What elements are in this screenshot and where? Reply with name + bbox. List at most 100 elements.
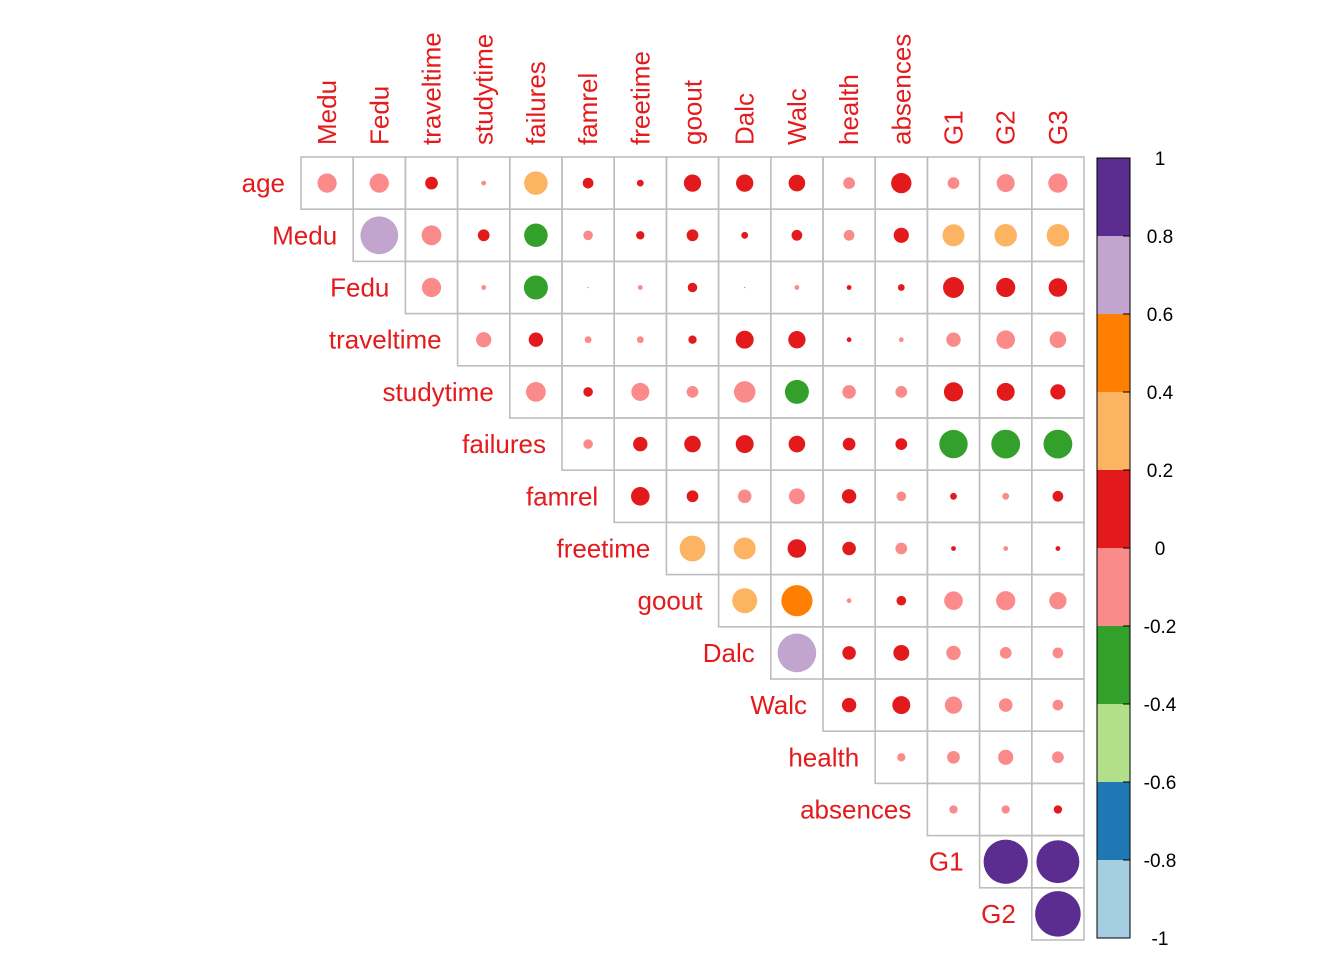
corr-circle-traveltime-freetime	[636, 336, 644, 344]
corr-circle-Fedu-famrel	[587, 286, 589, 289]
corr-circle-goout-Dalc	[732, 588, 758, 614]
corr-circle-goout-Walc	[781, 585, 813, 617]
corr-circle-absences-G3	[1053, 805, 1063, 814]
row-label-Dalc: Dalc	[703, 638, 755, 668]
corr-circle-famrel-G2	[1002, 492, 1010, 500]
corr-circle-traveltime-G2	[996, 330, 1015, 349]
corr-circle-failures-Walc	[788, 435, 806, 453]
corr-circle-age-goout	[683, 174, 702, 192]
row-label-goout: goout	[638, 586, 704, 616]
corr-circle-failures-G3	[1043, 429, 1073, 459]
colorbar-tick-label: -0.8	[1144, 851, 1177, 872]
corr-circle-absences-G2	[1001, 805, 1010, 814]
corr-circle-Dalc-Walc	[777, 633, 817, 673]
corr-circle-Fedu-absences	[897, 284, 905, 291]
row-labels: age Medu Fedu traveltime studytime failures fa…	[242, 168, 1016, 929]
corr-circle-Medu-freetime	[636, 231, 645, 240]
corr-circle-age-G2	[996, 174, 1015, 193]
corr-circle-studytime-freetime	[631, 382, 650, 401]
corr-circle-freetime-Walc	[787, 539, 807, 558]
corr-circle-failures-absences	[895, 438, 908, 450]
column-labels: Medu Fedu traveltime studytime failures famre…	[312, 32, 1073, 145]
corr-circle-studytime-health	[842, 385, 856, 399]
corr-circle-Fedu-Walc	[794, 285, 800, 290]
corr-circle-Dalc-G3	[1052, 647, 1064, 659]
corr-circle-goout-health	[846, 598, 852, 604]
col-label-famrel: famrel	[573, 73, 603, 145]
corr-circle-health-absences	[897, 753, 906, 762]
col-label-failures: failures	[521, 61, 551, 145]
colorbar-bin	[1097, 782, 1130, 861]
cell-G2-G3	[1031, 886, 1085, 941]
col-label-Walc: Walc	[782, 88, 812, 145]
corr-circle-failures-goout	[684, 435, 701, 453]
corr-circle-age-Walc	[788, 174, 806, 192]
corr-circle-freetime-G2	[1003, 546, 1009, 551]
corr-circle-freetime-goout	[679, 535, 706, 562]
colorbar-tick-label: 1	[1155, 149, 1166, 170]
corr-circle-Medu-G1	[942, 224, 965, 247]
col-label-G3: G3	[1043, 110, 1073, 145]
corr-circle-failures-Dalc	[735, 435, 754, 454]
corr-circle-freetime-G1	[951, 546, 956, 551]
corr-circle-freetime-G3	[1055, 546, 1061, 551]
corr-circle-traveltime-G3	[1049, 331, 1067, 349]
corr-circle-Walc-absences	[892, 696, 911, 715]
corr-circle-famrel-G1	[950, 492, 957, 500]
corr-circle-traveltime-failures	[528, 332, 544, 347]
row-label-G2: G2	[981, 899, 1016, 929]
colorbar-bin	[1097, 392, 1130, 471]
corr-circle-Walc-health	[841, 697, 857, 713]
corr-circle-Fedu-G3	[1048, 278, 1068, 297]
row-label-studytime: studytime	[383, 377, 494, 407]
corr-circle-traveltime-studytime	[476, 332, 492, 348]
corr-circle-freetime-absences	[895, 542, 908, 555]
colorbar-tick-label: 0	[1155, 539, 1166, 560]
corr-circle-Fedu-G1	[943, 277, 964, 298]
colorbar-bin	[1097, 158, 1130, 237]
col-label-studytime: studytime	[469, 34, 499, 145]
colorbar-tick-label: 0.2	[1147, 461, 1173, 482]
corr-circle-studytime-Walc	[784, 379, 809, 404]
corr-circle-famrel-Dalc	[737, 489, 752, 504]
corr-circle-Walc-G1	[944, 696, 963, 714]
corr-circle-G1-G2	[983, 839, 1028, 884]
corr-circle-G2-G3	[1035, 891, 1081, 937]
corr-circle-health-G2	[998, 749, 1014, 765]
corr-circle-G1-G3	[1036, 840, 1080, 884]
corr-circle-Fedu-health	[846, 285, 852, 290]
corr-circle-failures-G2	[991, 429, 1021, 459]
corr-circle-studytime-goout	[686, 386, 699, 398]
corr-circle-age-health	[843, 177, 855, 189]
colorbar-bin	[1097, 704, 1130, 783]
row-label-Fedu: Fedu	[330, 273, 389, 303]
row-label-Walc: Walc	[750, 690, 807, 720]
corr-circle-famrel-G3	[1052, 490, 1064, 502]
corr-circle-Medu-absences	[893, 227, 909, 243]
corr-circle-goout-G3	[1049, 592, 1067, 610]
col-label-Fedu: Fedu	[364, 86, 394, 145]
col-label-goout: goout	[678, 79, 708, 145]
corr-circle-Medu-G3	[1046, 224, 1070, 247]
corr-circle-health-G3	[1052, 751, 1064, 764]
corr-circle-studytime-absences	[895, 386, 908, 398]
corr-circle-Walc-G2	[998, 698, 1013, 712]
col-label-traveltime: traveltime	[417, 32, 447, 145]
corr-circle-studytime-famrel	[583, 387, 593, 397]
col-label-Dalc: Dalc	[730, 93, 760, 145]
colorbar-bin	[1097, 860, 1130, 939]
colorbar-bin	[1097, 236, 1130, 315]
corr-circle-Medu-health	[843, 229, 855, 241]
corr-circle-Dalc-health	[842, 646, 856, 660]
corr-circle-traveltime-absences	[898, 337, 904, 343]
corr-circle-famrel-goout	[686, 490, 699, 503]
corr-circle-studytime-failures	[526, 382, 546, 402]
row-label-traveltime: traveltime	[329, 325, 442, 355]
row-label-absences: absences	[800, 795, 911, 825]
col-label-G1: G1	[939, 110, 969, 145]
row-label-G1: G1	[929, 847, 964, 877]
row-label-famrel: famrel	[526, 481, 598, 511]
corr-circle-famrel-Walc	[788, 488, 805, 505]
corr-circle-Medu-famrel	[583, 230, 593, 241]
